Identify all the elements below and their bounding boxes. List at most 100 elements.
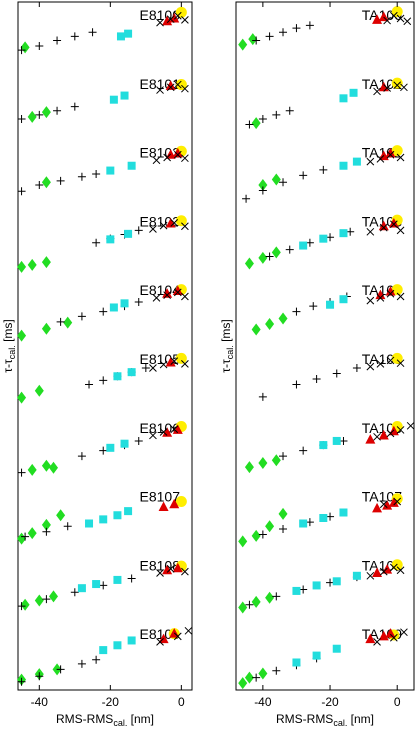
plus-marker: [21, 532, 30, 541]
plus-marker: [127, 574, 136, 583]
cross-marker: [389, 563, 398, 572]
plus-marker: [252, 36, 261, 45]
square-marker: [292, 658, 301, 667]
plot-frame: [17, 1, 193, 691]
triangle-marker: [169, 498, 180, 509]
plus-marker: [77, 312, 86, 321]
triangle-marker: [388, 218, 399, 228]
plus-marker: [312, 375, 321, 384]
square-marker: [339, 94, 348, 103]
x-tick-label: -20: [102, 695, 120, 709]
plus-marker: [305, 21, 314, 30]
triangle-marker: [378, 220, 389, 231]
diamond-marker: [258, 179, 268, 192]
plus-marker: [326, 233, 335, 242]
diamond-marker: [248, 33, 258, 46]
diamond-marker: [41, 256, 51, 269]
cross-marker: [156, 86, 164, 94]
plus-marker: [70, 588, 79, 597]
cross-marker: [376, 293, 385, 302]
diamond-marker: [238, 677, 248, 690]
plus-marker: [42, 595, 51, 604]
triangle-marker: [162, 15, 173, 26]
diamond-marker: [20, 598, 30, 611]
triangle-marker: [372, 14, 383, 24]
cross-marker: [166, 83, 175, 92]
diamond-marker: [17, 329, 27, 342]
square-marker: [113, 641, 122, 650]
cross-marker: [403, 17, 412, 26]
diamond-marker: [265, 591, 275, 604]
plus-marker: [285, 245, 294, 254]
plus-marker: [265, 252, 274, 261]
cross-marker: [396, 359, 405, 368]
cross-marker: [386, 429, 395, 438]
cross-marker: [379, 500, 388, 509]
cross-marker: [400, 628, 408, 637]
plus-marker: [88, 28, 97, 37]
diamond-marker: [244, 671, 254, 684]
square-marker: [124, 507, 133, 516]
plus-marker: [53, 36, 62, 45]
y-axis-label-main: τ-τ: [1, 359, 15, 373]
triangle-marker: [172, 424, 183, 434]
plus-marker: [92, 170, 101, 178]
x-axis-label-tail: [nm]: [127, 712, 154, 726]
cross-marker: [396, 426, 405, 434]
diamond-marker: [265, 520, 275, 533]
cross-marker: [173, 632, 182, 641]
diamond-marker: [27, 110, 37, 123]
square-marker: [339, 295, 348, 304]
square-marker: [124, 29, 133, 38]
square-marker: [120, 439, 129, 448]
diamond-marker: [251, 595, 261, 608]
cross-marker: [170, 425, 179, 434]
diamond-marker: [244, 257, 254, 270]
plus-marker: [258, 392, 267, 401]
diamond-marker: [41, 176, 51, 189]
diamond-marker: [238, 38, 248, 51]
diamond-marker: [34, 384, 44, 397]
cross-marker: [373, 637, 381, 646]
plus-marker: [279, 452, 288, 461]
cross-marker: [366, 157, 375, 166]
plus-marker: [299, 171, 308, 180]
plus-marker: [17, 46, 26, 55]
cross-marker: [383, 84, 391, 92]
square-marker: [332, 577, 341, 586]
triangle-marker: [162, 288, 173, 298]
plus-marker: [99, 307, 108, 316]
plus-marker: [332, 369, 341, 378]
cross-marker: [163, 291, 171, 299]
square-marker: [292, 586, 301, 595]
triangle-marker: [385, 286, 396, 296]
triangle-marker: [165, 218, 176, 228]
plus-marker: [63, 522, 72, 531]
cross-marker: [389, 11, 398, 20]
triangle-marker: [378, 429, 389, 440]
group-label: TA101: [362, 76, 402, 92]
plus-marker: [141, 364, 150, 373]
plus-marker: [56, 317, 65, 326]
triangle-marker: [385, 147, 396, 158]
y-axis-label-main: τ-τ: [219, 359, 233, 373]
square-marker: [339, 161, 348, 170]
cross-marker: [366, 571, 375, 580]
x-axis-label-sub: cal.: [113, 718, 127, 728]
square-marker: [319, 441, 328, 450]
circle-marker: [391, 352, 403, 364]
triangle-marker: [172, 285, 183, 295]
cross-marker: [379, 567, 388, 576]
circle-marker: [391, 145, 403, 157]
cross-marker: [181, 16, 189, 24]
square-marker: [299, 519, 308, 528]
plus-marker: [56, 665, 65, 674]
y-axis-label: τ-τcal. [ms]: [219, 319, 235, 373]
x-tick-label: 0: [178, 695, 185, 709]
square-marker: [319, 514, 328, 522]
cross-marker: [389, 633, 398, 642]
group-label: E8104: [140, 282, 181, 298]
triangle-marker: [172, 147, 183, 158]
cross-marker: [406, 421, 415, 430]
